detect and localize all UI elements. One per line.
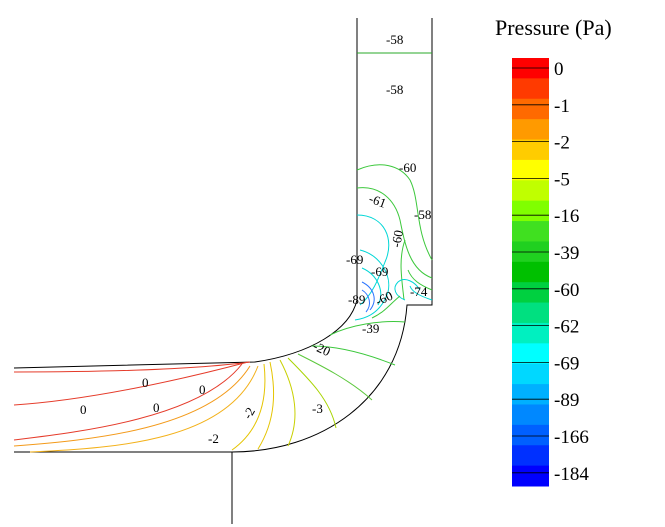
contour-orange-2 bbox=[29, 365, 259, 453]
contour-label: 0 bbox=[199, 382, 206, 397]
legend-tick-labels: 0 -1 -2 -5 -16 -39 -60 -62 -69 -89 -166 -184 bbox=[512, 59, 589, 485]
legend-tick-label: -166 bbox=[554, 427, 589, 448]
contour-blue-2 bbox=[361, 289, 370, 313]
contour-lines bbox=[13, 164, 433, 453]
contour-red-2 bbox=[13, 361, 249, 406]
contour-label: -2 bbox=[208, 431, 219, 446]
elbow-geometry-outline bbox=[13, 18, 433, 524]
legend-tick-label: -2 bbox=[554, 133, 570, 154]
contour-yellow-1 bbox=[231, 363, 266, 451]
legend-band bbox=[512, 363, 549, 385]
contour-cyan-4 bbox=[394, 279, 421, 301]
legend-tick-label: -39 bbox=[554, 243, 579, 264]
legend-tick-label: -62 bbox=[554, 317, 579, 338]
contour-label: -58 bbox=[386, 82, 403, 97]
contour-orange-1 bbox=[13, 365, 251, 447]
contour-red-1 bbox=[13, 361, 251, 373]
contour-cyan-3 bbox=[361, 267, 382, 306]
legend-tick-label: -16 bbox=[554, 206, 579, 227]
contour-label: -2 bbox=[240, 405, 258, 422]
contour-yellow-3 bbox=[279, 359, 296, 447]
inner-wall bbox=[14, 18, 433, 453]
contour-yellow-2 bbox=[257, 361, 275, 450]
contour-cyan-5 bbox=[409, 285, 433, 301]
legend-band bbox=[512, 404, 549, 426]
legend-tick-label: -69 bbox=[554, 353, 579, 374]
legend-band bbox=[512, 343, 549, 365]
contour-green-1 bbox=[297, 353, 373, 401]
legend-band bbox=[512, 78, 549, 100]
contour-green-5 bbox=[356, 187, 433, 279]
legend-band bbox=[512, 384, 549, 405]
contour-label: -39 bbox=[362, 321, 379, 336]
contour-red-3 bbox=[13, 363, 243, 441]
legend-band bbox=[512, 98, 549, 120]
legend-band bbox=[512, 261, 549, 283]
legend-tick-label: -5 bbox=[554, 169, 570, 190]
legend-band bbox=[512, 445, 549, 467]
legend-band bbox=[512, 119, 549, 141]
legend-band bbox=[512, 424, 549, 446]
contour-label: 0 bbox=[80, 402, 87, 417]
contour-label: -69 bbox=[346, 252, 363, 267]
legend-tick-label: -184 bbox=[554, 464, 589, 485]
contour-label: -69 bbox=[371, 264, 388, 279]
outer-wall bbox=[13, 18, 358, 369]
legend-band bbox=[512, 139, 549, 161]
legend-band bbox=[512, 200, 549, 222]
legend-tick-label: 0 bbox=[554, 59, 564, 80]
contour-cyan-2 bbox=[354, 249, 390, 321]
legend-band bbox=[512, 322, 549, 344]
contour-yellow-green-1 bbox=[287, 357, 337, 429]
legend-band bbox=[512, 465, 549, 487]
contour-label: -74 bbox=[410, 284, 428, 299]
legend-title: Pressure (Pa) bbox=[495, 15, 612, 40]
contour-label: -60 bbox=[373, 288, 395, 309]
contour-label: -89 bbox=[348, 292, 365, 307]
contour-blue-1 bbox=[361, 281, 375, 311]
contour-label: -60 bbox=[399, 160, 416, 175]
contour-green-2 bbox=[311, 345, 396, 366]
contour-label: 0 bbox=[153, 400, 160, 415]
color-legend: Pressure (Pa) 0 -1 -2 -5 -16 -39 -60 -62 -69 -89 -… bbox=[495, 15, 612, 487]
contour-label: -60 bbox=[388, 229, 406, 249]
contour-label: -20 bbox=[311, 338, 333, 359]
contour-label: -58 bbox=[414, 207, 431, 222]
contour-labels: -58 -58 -60 -61 -58 -60 -69 -69 -89 -60 … bbox=[80, 32, 431, 446]
contour-green-4 bbox=[356, 164, 433, 261]
legend-band bbox=[512, 302, 549, 324]
contour-green-3 bbox=[329, 321, 406, 336]
contour-label: 0 bbox=[142, 375, 149, 390]
legend-band bbox=[512, 159, 549, 181]
contour-label: -61 bbox=[367, 191, 388, 211]
contour-label: -58 bbox=[386, 32, 403, 47]
legend-color-bar bbox=[512, 58, 549, 487]
contour-green-6 bbox=[400, 239, 406, 301]
contour-green-7 bbox=[407, 269, 433, 291]
contour-label: -3 bbox=[312, 401, 323, 416]
contour-green-8 bbox=[371, 295, 401, 319]
legend-band bbox=[512, 282, 549, 304]
legend-band bbox=[512, 221, 549, 242]
legend-band bbox=[512, 58, 549, 79]
contour-cyan-1 bbox=[356, 214, 390, 306]
legend-band bbox=[512, 180, 549, 202]
legend-tick-label: -89 bbox=[554, 390, 579, 411]
legend-tick-label: -1 bbox=[554, 96, 570, 117]
legend-tick-label: -60 bbox=[554, 280, 579, 301]
